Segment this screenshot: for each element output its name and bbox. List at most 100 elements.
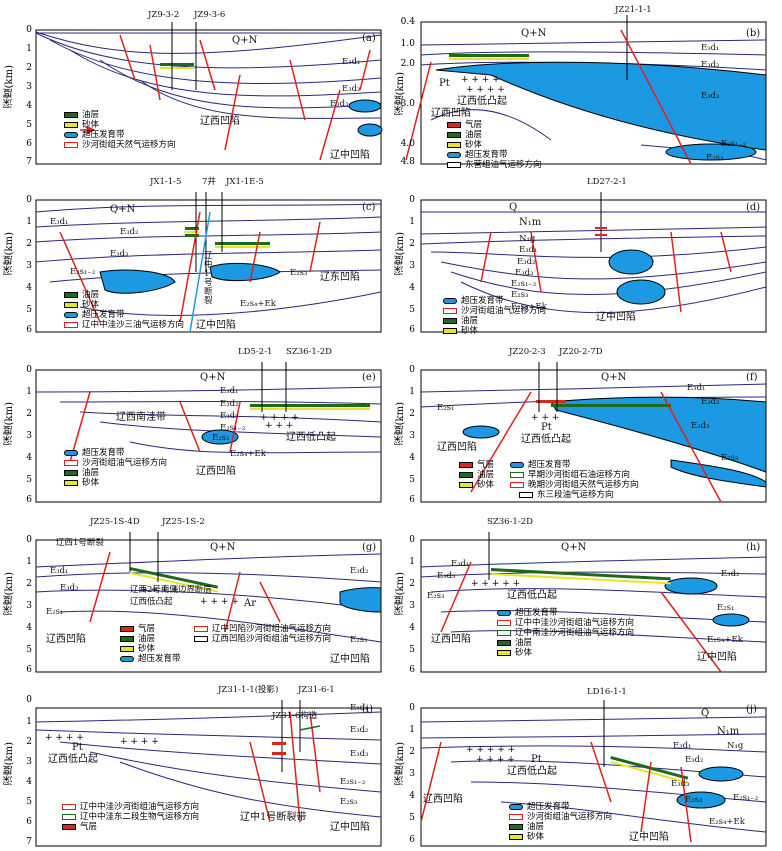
tick: 6 (26, 325, 32, 335)
tick: 3 (409, 601, 415, 611)
formation-label: E₃d₃ (220, 411, 239, 421)
formation-label: E₂s₃ (212, 433, 230, 443)
formation-label: E₂s₁₋₂ (220, 423, 246, 433)
tick: 4 (409, 623, 415, 633)
legend-label: 超压发育带 (527, 802, 570, 812)
well-name: JZ9-3-6 (194, 10, 226, 20)
legend-label: 晚期沙河街组天然气运移方向 (528, 480, 639, 490)
formation-label: Q+N (232, 35, 258, 46)
legend-label: 油层 (82, 290, 100, 300)
tick: 4.0 (400, 139, 415, 149)
formation-label: Q+N (521, 28, 547, 39)
tick: 0 (26, 365, 32, 375)
tick: 3 (409, 261, 415, 271)
formation-label: E₃d₃ (350, 749, 369, 759)
formation-label: E₃d₁ (701, 43, 720, 53)
svg-text:+ + + +: + + + + (476, 755, 515, 765)
formation-label: E₃d₁ (50, 217, 69, 227)
structure-label: JZ31-6构造 (272, 711, 318, 721)
tick: 3 (26, 757, 32, 767)
legend-label: 超压发育带 (515, 608, 558, 618)
tick: 1 (409, 725, 415, 735)
svg-text:+ + +: + + + (531, 413, 559, 423)
svg-text:+ + + +: + + + + (200, 597, 239, 607)
structure-label: 辽西低凸起 (130, 597, 173, 607)
tick: 0 (409, 535, 415, 545)
well-name: LD5-2-1 (238, 347, 273, 357)
legend-label: 砂体 (82, 300, 100, 310)
structure-label: 辽中凹陷 (697, 652, 737, 663)
formation-label: E₃d₃ (691, 421, 710, 431)
formation-label: E₂s₃ (706, 153, 724, 163)
formation-label: E₂s₃ (340, 797, 358, 807)
tick: 5 (26, 120, 32, 130)
legend-label: 砂体 (138, 644, 156, 654)
formation-label: E₂s₃ (511, 290, 529, 300)
formation-label: E₃d₂ (350, 725, 369, 735)
formation-label: N₁m (519, 217, 542, 228)
legend-label: 油层 (138, 634, 156, 644)
formation-label: E₃d₁ (519, 245, 538, 255)
tick: 5 (26, 475, 32, 485)
tick: 5 (409, 645, 415, 655)
legend-label: 辽西凹陷沙河街组油气运移方向 (212, 634, 332, 644)
well-name: JZ25-1S-2 (162, 517, 205, 527)
structure-label: 辽西低凸起 (507, 590, 557, 601)
tick: 2 (26, 737, 32, 747)
svg-text:+ + +: + + + (265, 421, 293, 431)
legend-label: 砂体 (461, 326, 479, 336)
formation-label: E₃d₂ (220, 399, 239, 409)
formation-label: E₃d₁ (350, 703, 369, 713)
svg-text:+ + + +: + + + + (45, 733, 84, 743)
well-name: JZ20-2-7D (559, 347, 603, 357)
formation-label: E₂s₃ (685, 795, 703, 805)
well-name: JZ25-1S-4D (90, 517, 140, 527)
tick: 4 (26, 283, 32, 293)
panel-letter: (h) (746, 542, 761, 553)
panel-f-section: + + + (420, 362, 767, 503)
structure-label: 辽西凹陷 (200, 116, 240, 127)
formation-label: E₂s₁₋₂ (511, 279, 537, 289)
well-name: JZ31-1-1(投影) (218, 685, 279, 695)
formation-label: E₃d₂ (701, 397, 720, 407)
well-name: SZ36-1-2D (487, 517, 533, 527)
formation-label: E₂s₁ (717, 603, 735, 613)
panel-c-section (35, 192, 382, 333)
legend-label: 超压发育带 (82, 310, 125, 320)
tick: 7 (26, 837, 32, 847)
legend: 气层 超压发育带 油层 早期沙河街组石油运移方向 砂体 晚期沙河街组天然气运移方向 东… (459, 460, 639, 500)
basement-label: Ar (244, 598, 257, 609)
tick: 6 (26, 139, 32, 149)
legend: 气层 油层 砂体 超压发育带 东营组油气运移方向 (447, 120, 542, 170)
tick: 2 (26, 63, 32, 73)
formation-label: E₃d₃ (437, 571, 456, 581)
tick: 2 (26, 239, 32, 249)
panel-letter: (j) (746, 704, 757, 715)
formation-label: E₂s₄+Ek (709, 817, 745, 827)
formation-label: E₃d₁ (673, 741, 692, 751)
tick: 3 (26, 431, 32, 441)
tick: 3 (26, 601, 32, 611)
legend-label: 辽中中洼东二段生物气运移方向 (80, 812, 200, 822)
legend-label: 砂体 (465, 140, 483, 150)
legend-label: 东营组油气运移方向 (465, 160, 542, 170)
legend-label: 砂体 (82, 120, 100, 130)
tick: 4 (409, 791, 415, 801)
legend: 超压发育带 沙河街组油气运移方向 油层 砂体 (509, 802, 612, 842)
formation-label: E₃d₃ (330, 99, 349, 109)
panel-letter: (d) (746, 202, 761, 213)
tick: 6 (26, 817, 32, 827)
formation-label: E₃d₁ (220, 386, 239, 396)
legend-label: 气层 (138, 624, 156, 634)
panel-g: + + + + + + + + 深度(km) 0 1 2 3 4 5 6 (g) … (0, 512, 391, 682)
well-name: JZ9-3-2 (148, 10, 180, 20)
tick: 5 (26, 305, 32, 315)
tick: 2 (409, 409, 415, 419)
tick: 4 (26, 101, 32, 111)
legend: 超压发育带 沙河街组油气运移方向 油层 砂体 (443, 296, 546, 336)
basement-label: Pt (72, 742, 83, 753)
svg-text:+ + + +: + + + + (260, 413, 299, 423)
tick: 6 (409, 665, 415, 675)
tick: 3 (409, 431, 415, 441)
tick: 6 (409, 325, 415, 335)
